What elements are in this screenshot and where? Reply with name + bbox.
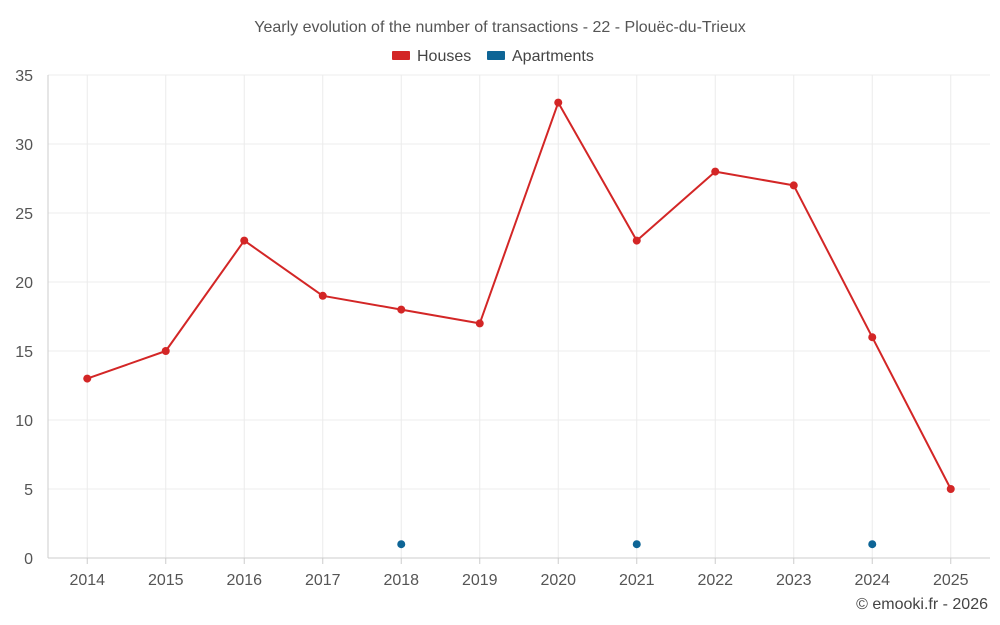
data-point-houses[interactable] [711, 167, 720, 176]
data-point-houses[interactable] [161, 347, 170, 355]
data-point-houses[interactable] [632, 236, 641, 245]
x-tick-label: 2017 [305, 572, 341, 589]
y-tick-label: 15 [15, 344, 33, 361]
x-tick-label: 2018 [383, 572, 419, 589]
data-point-houses[interactable] [868, 333, 877, 342]
legend-item-apartments[interactable]: Apartments [487, 48, 594, 65]
y-tick-label: 20 [15, 275, 33, 292]
legend-item-houses[interactable]: Houses [392, 48, 471, 65]
series-layer [83, 98, 955, 549]
x-tick-label: 2023 [776, 572, 812, 589]
data-point-houses[interactable] [318, 291, 327, 300]
data-point-apartments[interactable] [632, 540, 641, 549]
x-tick-label: 2016 [226, 572, 262, 589]
y-tick-label: 0 [24, 551, 33, 568]
axes [47, 75, 990, 564]
y-axis-ticks: 0 5 10 15 20 25 30 35 [15, 68, 33, 568]
y-tick-label: 30 [15, 137, 33, 154]
x-tick-label: 2014 [69, 572, 105, 589]
x-tick-label: 2024 [854, 572, 890, 589]
x-tick-label: 2020 [540, 572, 576, 589]
data-point-houses[interactable] [554, 98, 563, 107]
x-tick-label: 2015 [148, 572, 184, 589]
y-tick-label: 35 [15, 68, 33, 85]
x-tick-label: 2019 [462, 572, 498, 589]
data-point-houses[interactable] [946, 485, 955, 493]
x-axis-ticks: 2014 2015 2016 2017 2018 2019 2020 2021 2022 2023… [69, 572, 968, 589]
legend-swatch-houses [392, 51, 410, 60]
series-line-houses [86, 101, 952, 490]
y-tick-label: 25 [15, 206, 33, 223]
data-point-apartments[interactable] [397, 540, 406, 549]
x-tick-label: 2021 [619, 572, 655, 589]
legend-label-apartments: Apartments [512, 48, 594, 65]
legend: Houses Apartments [392, 48, 594, 65]
data-point-houses[interactable] [397, 305, 406, 314]
chart-title: Yearly evolution of the number of transa… [254, 19, 746, 36]
y-tick-label: 5 [24, 482, 33, 499]
y-tick-label: 10 [15, 413, 33, 430]
data-point-houses[interactable] [789, 181, 798, 190]
credit-text: © emooki.fr - 2026 [856, 596, 988, 613]
data-point-houses[interactable] [475, 319, 484, 328]
x-tick-label: 2022 [697, 572, 733, 589]
data-point-houses[interactable] [83, 374, 92, 383]
data-point-houses[interactable] [240, 236, 249, 245]
x-tick-label: 2025 [933, 572, 969, 589]
legend-label-houses: Houses [417, 48, 471, 65]
legend-swatch-apartments [487, 51, 505, 60]
data-point-apartments[interactable] [868, 540, 877, 549]
